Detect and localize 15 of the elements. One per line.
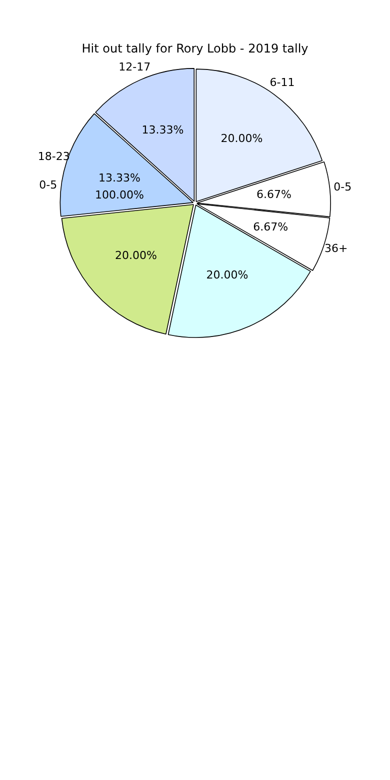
data-label: 6.67% (253, 220, 288, 234)
data-label: 13.33% (142, 123, 184, 136)
slice-label: 6-11 (270, 76, 295, 89)
data-label: 20.00% (206, 268, 248, 282)
slice-label: 36+ (324, 242, 348, 255)
chart-title: Hit out tally for Rory Lobb - 2019 tally (82, 41, 308, 56)
text: 0-5 (39, 178, 58, 192)
data-label: 13.33% (98, 171, 140, 184)
slice-label: 12-17 (118, 60, 151, 74)
slice-label: 0-5 (334, 180, 352, 194)
slice-label: 18-23 (38, 150, 70, 164)
data-label: 20.00% (114, 249, 157, 262)
text: 100.00% (94, 188, 144, 202)
data-label: 20.00% (220, 132, 263, 145)
data-label: 6.67% (256, 188, 292, 201)
